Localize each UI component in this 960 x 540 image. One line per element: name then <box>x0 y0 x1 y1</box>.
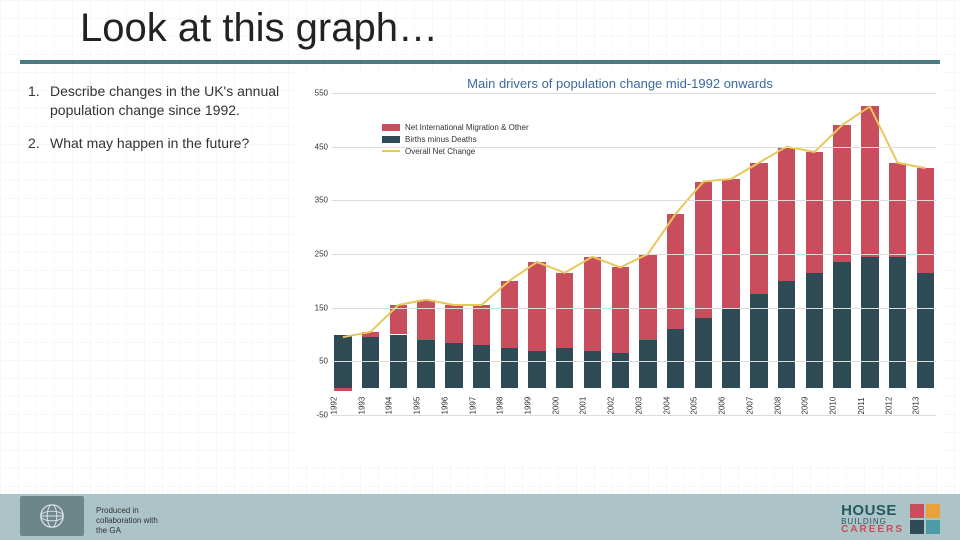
chart-bar-segment <box>584 257 601 351</box>
chart-bar-segment <box>861 106 878 256</box>
credit-line: the GA <box>96 526 158 536</box>
question-list: 1. Describe changes in the UK's annual p… <box>28 82 283 167</box>
hbc-logo: HOUSE BUILDING CAREERS <box>841 502 942 536</box>
chart-xtick-label: 2006 <box>718 397 727 415</box>
hbc-line3: CAREERS <box>841 525 904 534</box>
chart-ytick-label: 250 <box>315 250 328 259</box>
chart-bar-segment <box>473 345 490 388</box>
question-text: Describe changes in the UK's annual popu… <box>50 82 283 120</box>
ga-logo <box>20 496 84 536</box>
chart-ytick-label: 350 <box>315 196 328 205</box>
chart-xtick-label: 1995 <box>413 397 422 415</box>
chart-ytick-label: 50 <box>319 357 328 366</box>
chart-xtick-label: 2010 <box>829 397 838 415</box>
chart-bar-segment <box>390 305 407 335</box>
globe-icon <box>36 500 68 532</box>
chart-bar-segment <box>889 257 906 388</box>
chart-bar-segment <box>445 305 462 343</box>
chart-bar-segment <box>889 163 906 257</box>
chart-xtick-label: 2001 <box>579 397 588 415</box>
title-underline <box>20 60 940 64</box>
chart-bar-segment <box>722 179 739 308</box>
chart-xtick-label: 2012 <box>884 397 893 415</box>
chart-xtick-label: 1999 <box>524 397 533 415</box>
chart-xtick-label: 2003 <box>635 397 644 415</box>
chart-xtick-label: 1998 <box>496 397 505 415</box>
chart-gridline <box>332 147 936 148</box>
chart-title: Main drivers of population change mid-19… <box>298 76 942 91</box>
chart-bar-segment <box>612 267 629 353</box>
chart-bar-segment <box>667 214 684 329</box>
chart-bar-segment <box>334 388 351 391</box>
chart-xtick-label: 1994 <box>385 397 394 415</box>
hbc-line1: HOUSE <box>841 504 904 518</box>
chart-bar-segment <box>917 168 934 273</box>
chart-bar-segment <box>417 300 434 340</box>
chart-ytick-label: 550 <box>315 89 328 98</box>
credit-text: Produced in collaboration with the GA <box>96 506 158 536</box>
chart-bar-segment <box>833 262 850 388</box>
chart-xtick-label: 2008 <box>773 397 782 415</box>
chart-plot-area: Net International Migration & OtherBirth… <box>298 93 942 433</box>
credit-line: collaboration with <box>96 516 158 526</box>
chart-ytick-label: -50 <box>316 411 328 420</box>
chart-bar-segment <box>556 348 573 388</box>
chart-gridline <box>332 200 936 201</box>
chart-bar-segment <box>861 257 878 388</box>
chart-bar-segment <box>362 332 379 337</box>
chart-bar-segment <box>556 273 573 348</box>
chart-gridline <box>332 308 936 309</box>
chart-bar-segment <box>584 351 601 389</box>
chart-bar-segment <box>528 262 545 351</box>
chart-bar-segment <box>417 340 434 388</box>
chart-gridline <box>332 415 936 416</box>
chart-bar-segment <box>528 351 545 389</box>
chart-xtick-label: 1996 <box>440 397 449 415</box>
question-item: 2. What may happen in the future? <box>28 134 283 153</box>
chart-bar-segment <box>778 147 795 281</box>
chart-ytick-label: 450 <box>315 142 328 151</box>
chart-bar-segment <box>362 337 379 388</box>
chart-xtick-label: 2005 <box>690 397 699 415</box>
chart-xtick-label: 2000 <box>551 397 560 415</box>
chart-bar-segment <box>778 281 795 388</box>
chart-xtick-label: 2011 <box>857 397 866 414</box>
chart-ytick-label: 150 <box>315 303 328 312</box>
puzzle-icon <box>908 502 942 536</box>
page-title: Look at this graph… <box>80 6 438 51</box>
chart-bar-segment <box>445 343 462 389</box>
chart-bar-segment <box>501 348 518 388</box>
chart-gridline <box>332 93 936 94</box>
chart-xtick-label: 2007 <box>745 397 754 415</box>
chart-gridline <box>332 254 936 255</box>
chart-gridline <box>332 361 936 362</box>
chart-xtick-label: 2013 <box>912 397 921 415</box>
chart-bar-segment <box>612 353 629 388</box>
chart-bar-segment <box>722 308 739 389</box>
chart-bar-segment <box>695 318 712 388</box>
question-text: What may happen in the future? <box>50 134 249 153</box>
question-number: 2. <box>28 134 42 153</box>
chart-bar-segment <box>639 340 656 388</box>
chart-bar-segment <box>806 273 823 388</box>
chart-xtick-label: 1997 <box>468 397 477 415</box>
chart-bar-segment <box>501 281 518 348</box>
chart-bar-segment <box>473 305 490 345</box>
chart-bar-segment <box>695 182 712 319</box>
question-item: 1. Describe changes in the UK's annual p… <box>28 82 283 120</box>
question-number: 1. <box>28 82 42 120</box>
chart-xtick-label: 2002 <box>607 397 616 415</box>
chart-xtick-label: 2004 <box>662 397 671 415</box>
chart-xtick-label: 2009 <box>801 397 810 415</box>
credit-line: Produced in <box>96 506 158 516</box>
chart-xtick-label: 1993 <box>357 397 366 415</box>
chart-bar-segment <box>750 163 767 294</box>
chart-bar-segment <box>667 329 684 388</box>
chart-xtick-label: 1992 <box>329 397 338 415</box>
chart-bar-segment <box>639 254 656 340</box>
population-chart: Main drivers of population change mid-19… <box>298 72 942 462</box>
chart-bar-segment <box>917 273 934 388</box>
